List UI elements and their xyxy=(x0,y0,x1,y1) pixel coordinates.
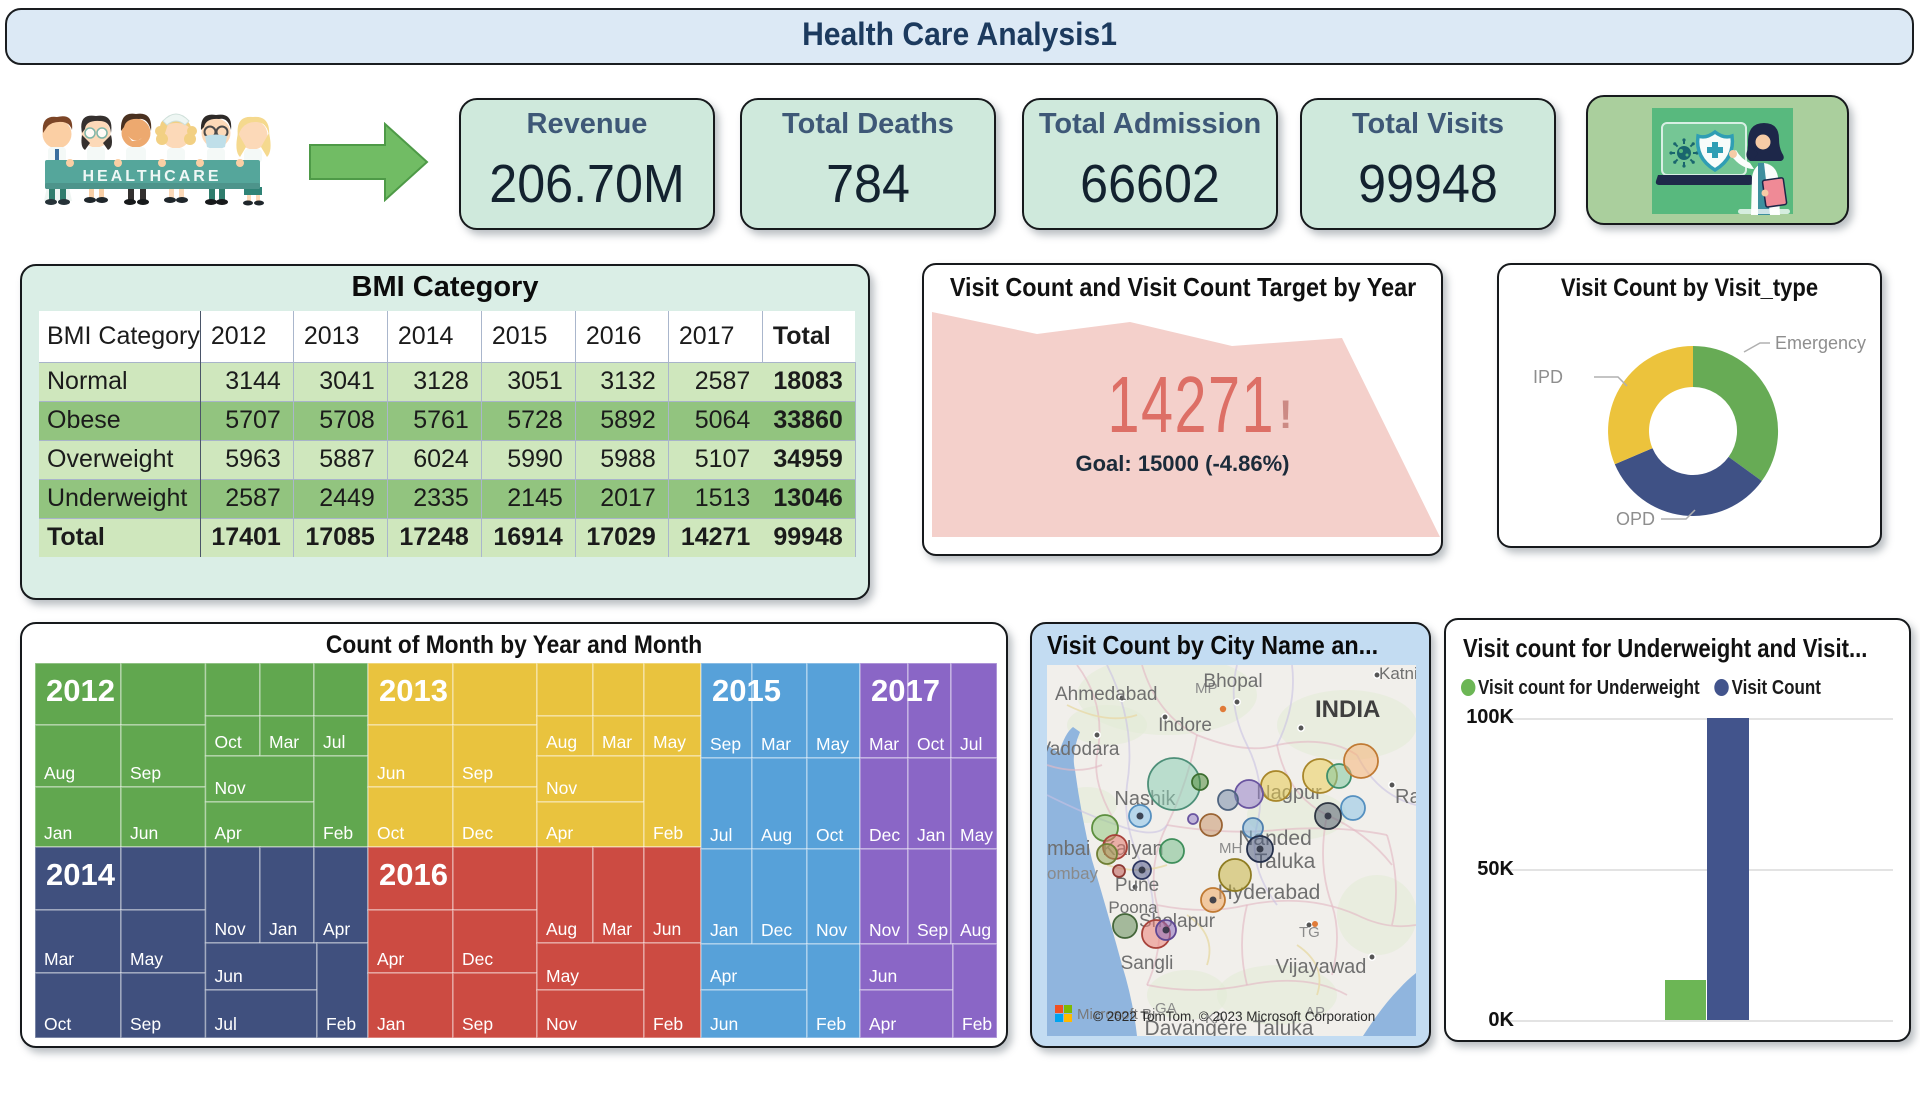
svg-text:Dec: Dec xyxy=(869,825,900,845)
svg-text:2012: 2012 xyxy=(46,673,115,708)
svg-text:Jun: Jun xyxy=(377,763,405,783)
svg-text:Vijayawad: Vijayawad xyxy=(1276,956,1367,978)
svg-text:Mar: Mar xyxy=(44,949,74,969)
svg-text:INDIA: INDIA xyxy=(1315,696,1380,723)
svg-text:Oct: Oct xyxy=(215,732,242,752)
svg-text:IPD: IPD xyxy=(1533,367,1563,387)
svg-text:Apr: Apr xyxy=(215,823,242,843)
svg-text:Jun: Jun xyxy=(130,823,158,843)
svg-text:Nov: Nov xyxy=(546,1014,577,1034)
svg-text:Feb: Feb xyxy=(653,823,683,843)
svg-text:MP: MP xyxy=(1195,680,1218,697)
svg-text:Nov: Nov xyxy=(816,920,847,940)
svg-text:May: May xyxy=(960,825,993,845)
svg-text:Dec: Dec xyxy=(462,823,493,843)
svg-text:2017: 2017 xyxy=(871,673,940,708)
svg-text:Feb: Feb xyxy=(962,1014,992,1034)
svg-text:Dec: Dec xyxy=(761,920,792,940)
svg-text:AP: AP xyxy=(1305,1004,1325,1021)
svg-text:Sep: Sep xyxy=(917,920,948,940)
svg-text:Poona: Poona xyxy=(1108,898,1158,917)
svg-text:May: May xyxy=(546,966,579,986)
svg-text:Jul: Jul xyxy=(215,1014,237,1034)
svg-text:Feb: Feb xyxy=(653,1014,683,1034)
svg-text:2016: 2016 xyxy=(379,857,448,892)
svg-text:Oct: Oct xyxy=(44,1014,71,1034)
svg-text:mbai: mbai xyxy=(1047,838,1090,860)
svg-text:Sep: Sep xyxy=(462,763,493,783)
svg-text:Jan: Jan xyxy=(377,1014,405,1034)
svg-text:Oct: Oct xyxy=(816,825,843,845)
svg-text:Mar: Mar xyxy=(269,732,299,752)
svg-text:OPD: OPD xyxy=(1616,509,1655,529)
svg-text:Jul: Jul xyxy=(960,734,982,754)
svg-text:Feb: Feb xyxy=(323,823,353,843)
svg-text:Oct: Oct xyxy=(377,823,404,843)
svg-text:Jun: Jun xyxy=(869,966,897,986)
svg-text:Mar: Mar xyxy=(602,732,632,752)
svg-text:Nov: Nov xyxy=(869,920,900,940)
svg-text:Apr: Apr xyxy=(377,949,404,969)
svg-text:Jan: Jan xyxy=(710,920,738,940)
svg-text:May: May xyxy=(130,949,163,969)
svg-text:Vadodara: Vadodara xyxy=(1047,739,1120,760)
svg-text:Apr: Apr xyxy=(710,966,737,986)
svg-text:Nov: Nov xyxy=(215,919,246,939)
svg-text:Mar: Mar xyxy=(602,919,632,939)
svg-text:Jan: Jan xyxy=(917,825,945,845)
svg-text:Microsoft Bi: Microsoft Bi xyxy=(1077,1006,1155,1023)
svg-text:Bhopal: Bhopal xyxy=(1203,671,1262,692)
svg-text:Jun: Jun xyxy=(710,1014,738,1034)
svg-text:May: May xyxy=(816,734,849,754)
svg-text:Sep: Sep xyxy=(130,1014,161,1034)
svg-text:Indore: Indore xyxy=(1158,715,1212,736)
svg-text:Mar: Mar xyxy=(761,734,791,754)
svg-text:Mar: Mar xyxy=(869,734,899,754)
svg-text:Nov: Nov xyxy=(546,778,577,798)
svg-text:Jul: Jul xyxy=(710,825,732,845)
svg-text:Feb: Feb xyxy=(326,1014,356,1034)
svg-text:Pune: Pune xyxy=(1115,875,1159,896)
svg-text:Oct: Oct xyxy=(917,734,944,754)
svg-text:Apr: Apr xyxy=(546,823,573,843)
svg-text:Jun: Jun xyxy=(653,919,681,939)
svg-text:© 2022 TomTom, © 2023 Microsof: © 2022 TomTom, © 2023 Microsoft Corporat… xyxy=(1093,1009,1375,1024)
svg-text:Aug: Aug xyxy=(761,825,792,845)
svg-text:Sep: Sep xyxy=(462,1014,493,1034)
svg-text:Aug: Aug xyxy=(546,919,577,939)
svg-text:Jan: Jan xyxy=(44,823,72,843)
svg-text:Apr: Apr xyxy=(323,919,350,939)
svg-text:Ahmedabad: Ahmedabad xyxy=(1055,684,1157,705)
svg-text:Aug: Aug xyxy=(546,732,577,752)
svg-text:May: May xyxy=(653,732,686,752)
svg-text:Dec: Dec xyxy=(462,949,493,969)
svg-text:2014: 2014 xyxy=(46,857,116,892)
svg-text:Katni: Katni xyxy=(1379,665,1416,683)
svg-text:HEALTHCARE: HEALTHCARE xyxy=(82,168,221,185)
svg-text:GA: GA xyxy=(1155,1000,1177,1017)
svg-text:Jul: Jul xyxy=(323,732,345,752)
svg-text:Davangere Taluka: Davangere Taluka xyxy=(1145,1017,1314,1036)
svg-text:2013: 2013 xyxy=(379,673,448,708)
svg-text:KA: KA xyxy=(1205,1010,1225,1027)
svg-text:Aug: Aug xyxy=(44,763,75,783)
svg-text:Apr: Apr xyxy=(869,1014,896,1034)
svg-text:Feb: Feb xyxy=(816,1014,846,1034)
svg-text:2015: 2015 xyxy=(712,673,781,708)
svg-text:Jan: Jan xyxy=(269,919,297,939)
svg-text:TG: TG xyxy=(1299,924,1320,941)
svg-text:MH: MH xyxy=(1219,840,1242,857)
svg-text:ombay: ombay xyxy=(1047,864,1099,883)
svg-text:Sangli: Sangli xyxy=(1121,953,1174,974)
svg-text:Jun: Jun xyxy=(215,966,243,986)
svg-text:Emergency: Emergency xyxy=(1775,333,1866,353)
svg-text:Raip: Raip xyxy=(1395,786,1416,808)
svg-text:Sep: Sep xyxy=(710,734,741,754)
svg-text:Nov: Nov xyxy=(215,778,246,798)
svg-text:Aug: Aug xyxy=(960,920,991,940)
svg-text:Sep: Sep xyxy=(130,763,161,783)
